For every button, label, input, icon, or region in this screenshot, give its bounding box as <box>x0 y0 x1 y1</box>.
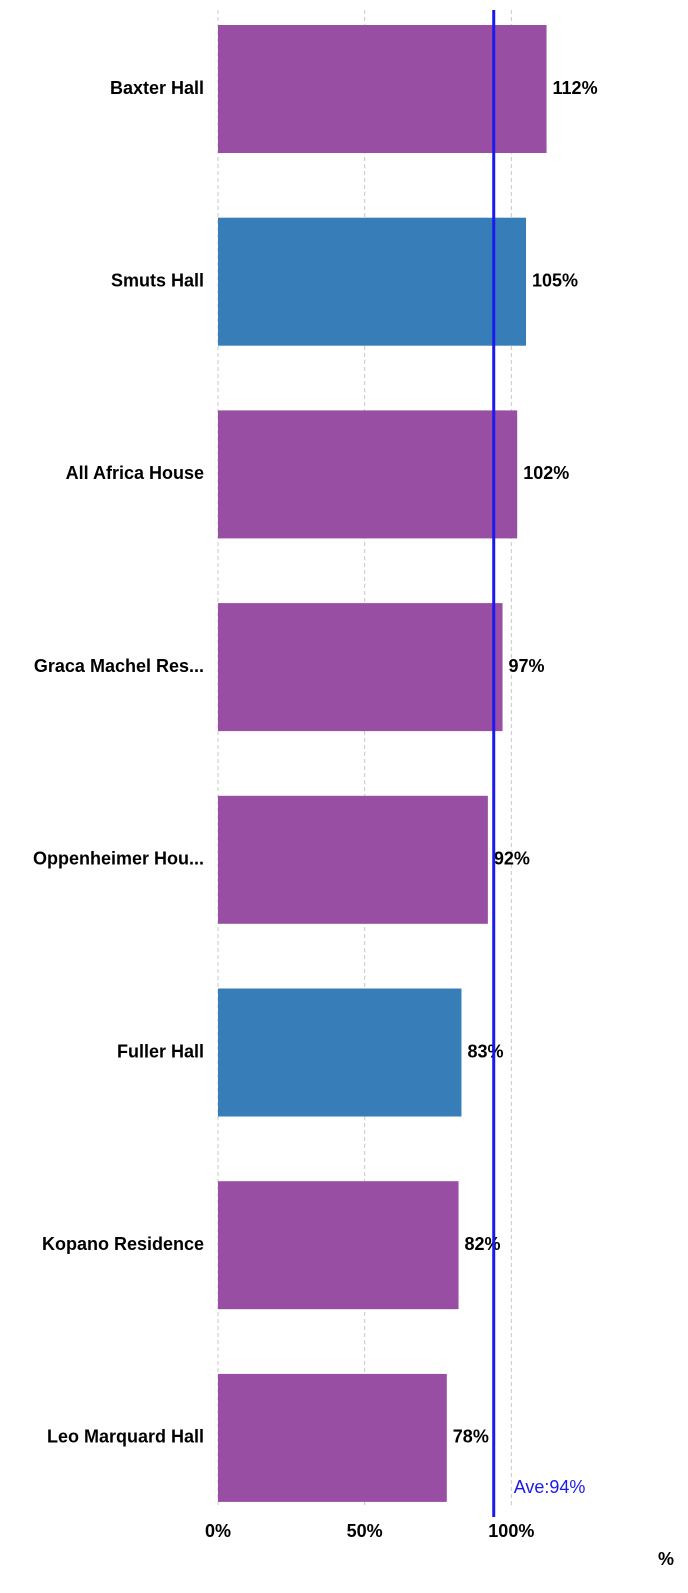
y-tick-label: All Africa House <box>66 463 204 483</box>
y-tick-label: Leo Marquard Hall <box>47 1427 204 1447</box>
x-axis-label: % <box>658 1549 674 1569</box>
y-tick-label: Kopano Residence <box>42 1234 204 1254</box>
y-tick-label: Baxter Hall <box>110 78 204 98</box>
bar <box>218 795 488 924</box>
y-tick-label: Oppenheimer Hou... <box>33 849 204 869</box>
value-label: 102% <box>523 463 569 483</box>
value-label: 97% <box>509 656 545 676</box>
x-tick-label: 50% <box>347 1521 383 1541</box>
average-label: Ave:94% <box>514 1477 586 1497</box>
value-label: 92% <box>494 849 530 869</box>
value-label: 82% <box>465 1234 501 1254</box>
value-label: 112% <box>553 78 598 98</box>
bar <box>218 603 503 732</box>
bar <box>218 25 547 153</box>
y-tick-label: Graca Machel Res... <box>34 656 204 676</box>
y-tick-label: Fuller Hall <box>117 1041 204 1061</box>
value-label: 83% <box>467 1041 503 1061</box>
value-label: 105% <box>532 270 578 290</box>
bar <box>218 988 462 1117</box>
bar <box>218 1181 459 1310</box>
bar <box>218 217 526 346</box>
x-tick-label: 100% <box>488 1521 534 1541</box>
x-tick-label: 0% <box>205 1521 231 1541</box>
bar <box>218 1373 447 1502</box>
value-label: 78% <box>453 1427 489 1447</box>
y-tick-label: Smuts Hall <box>111 270 204 290</box>
bar <box>218 410 518 539</box>
